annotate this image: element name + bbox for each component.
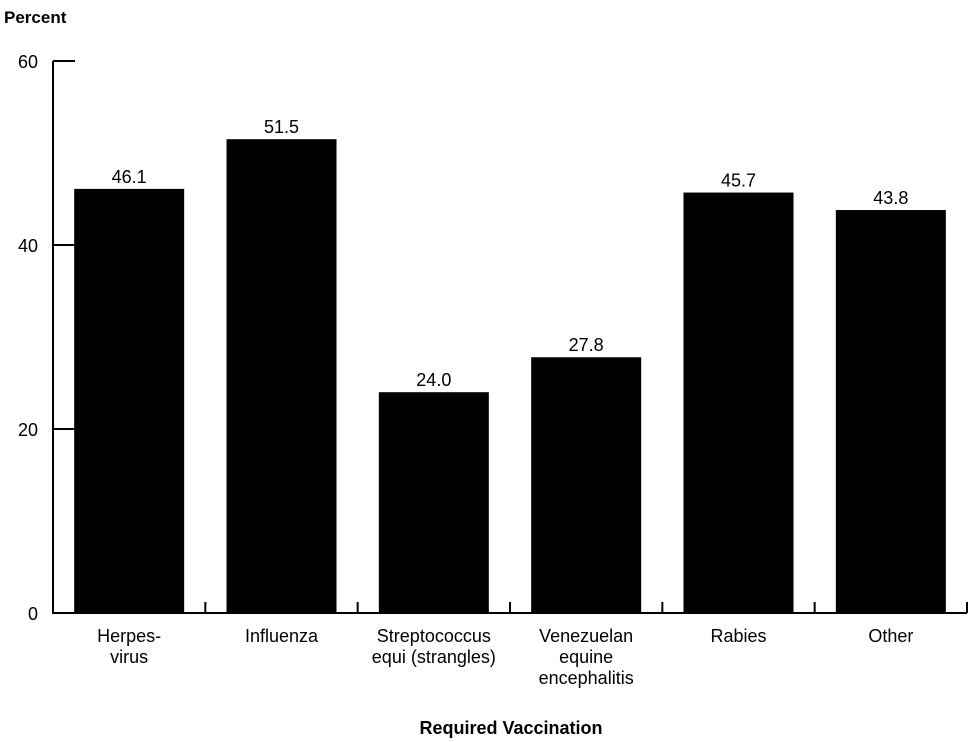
bar <box>683 192 794 613</box>
bar-value-label: 27.8 <box>569 335 604 355</box>
y-tick-label: 40 <box>18 236 38 256</box>
bar <box>835 210 946 614</box>
category-label: Herpes- <box>97 626 161 646</box>
bar <box>531 357 642 613</box>
category-label: equi (strangles) <box>372 647 496 667</box>
category-label: Venezuelan <box>539 626 633 646</box>
y-axis-title: Percent <box>4 8 67 27</box>
bar <box>226 139 337 613</box>
bar-value-label: 43.8 <box>873 188 908 208</box>
category-label: Rabies <box>710 626 766 646</box>
bar <box>378 392 489 613</box>
bar-value-label: 24.0 <box>416 370 451 390</box>
category-label: Streptococcus <box>377 626 491 646</box>
bar <box>74 188 185 613</box>
category-label: Influenza <box>245 626 319 646</box>
x-axis-title: Required Vaccination <box>419 718 602 738</box>
category-label: virus <box>110 647 148 667</box>
bar-value-label: 51.5 <box>264 117 299 137</box>
category-label: equine <box>559 647 613 667</box>
category-label: Other <box>868 626 913 646</box>
y-tick-label: 0 <box>28 604 38 624</box>
y-tick-label: 60 <box>18 52 38 72</box>
y-tick-label: 20 <box>18 420 38 440</box>
bar-value-label: 45.7 <box>721 171 756 191</box>
bar-value-label: 46.1 <box>112 167 147 187</box>
category-label: encephalitis <box>539 668 634 688</box>
